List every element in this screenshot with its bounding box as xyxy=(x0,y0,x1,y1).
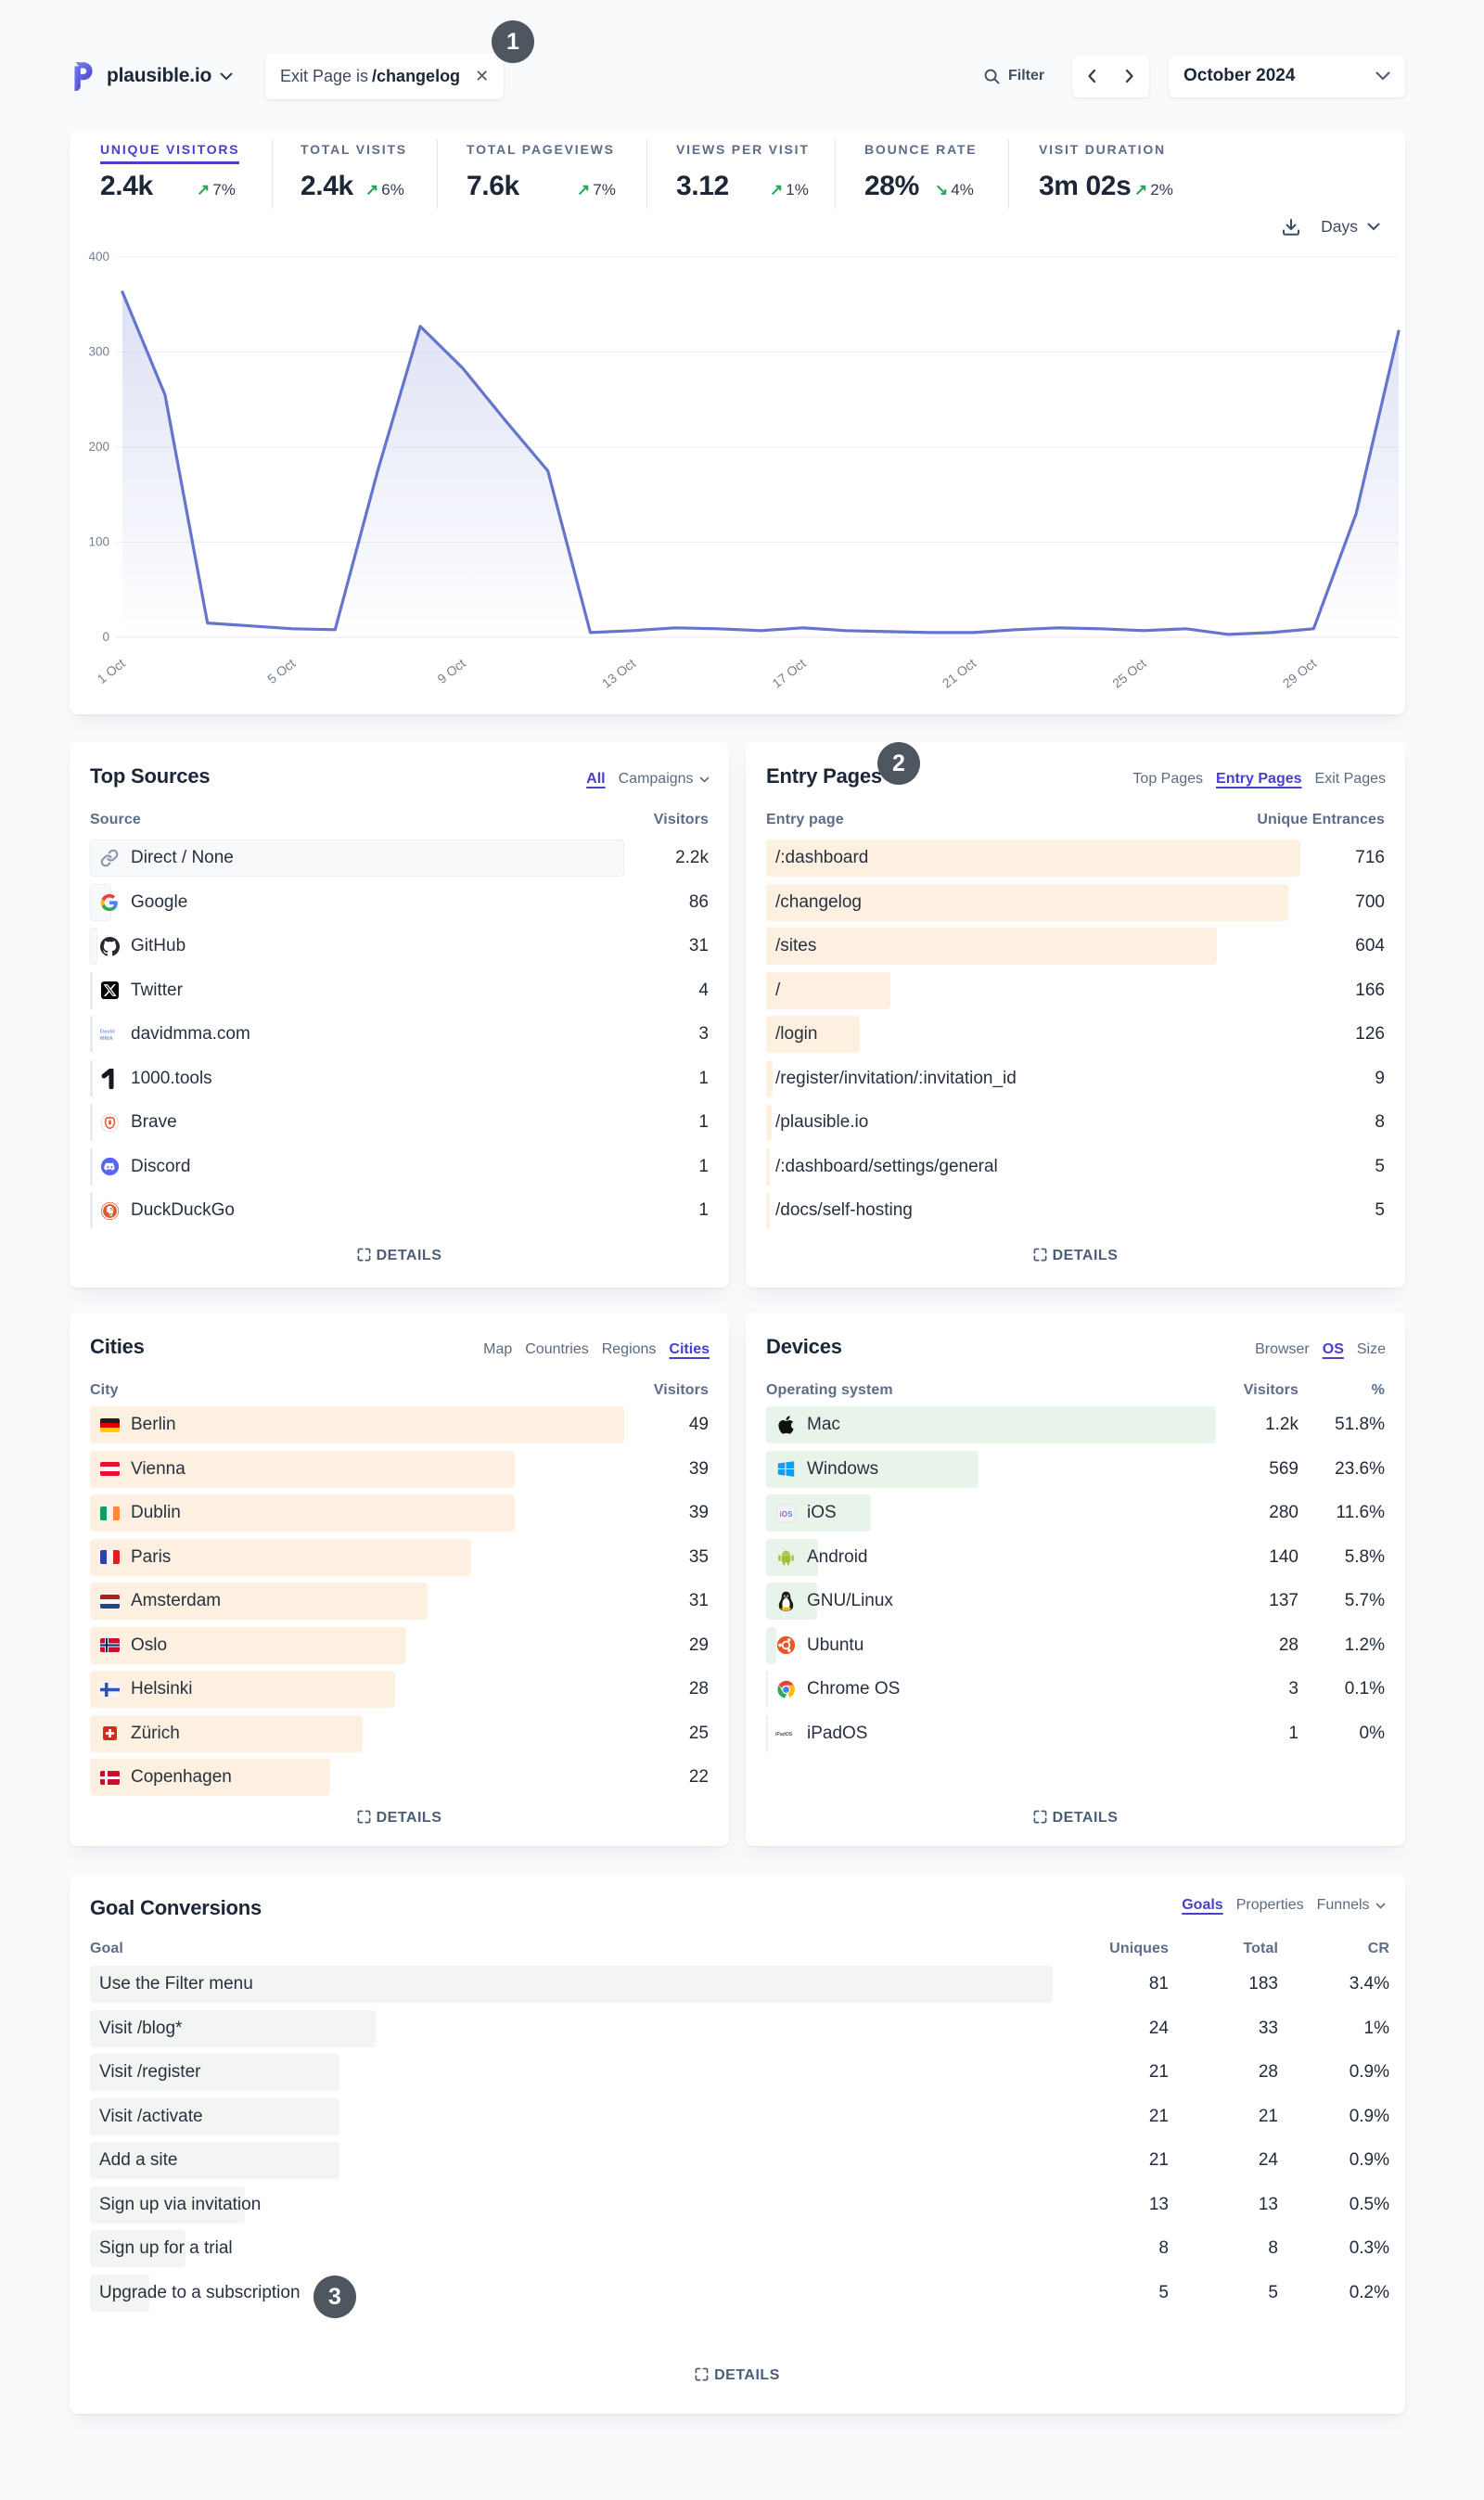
svg-text:400: 400 xyxy=(88,250,109,263)
svg-text:David: David xyxy=(100,1030,115,1035)
svg-text:21 Oct: 21 Oct xyxy=(940,656,979,691)
svg-text:13 Oct: 13 Oct xyxy=(599,656,638,691)
svg-text:5 Oct: 5 Oct xyxy=(264,656,298,686)
svg-text:200: 200 xyxy=(88,440,109,454)
svg-text:iOS: iOS xyxy=(779,1509,793,1518)
svg-text:MMA: MMA xyxy=(100,1036,114,1042)
svg-text:iPadOS: iPadOS xyxy=(775,1732,793,1737)
svg-text:25 Oct: 25 Oct xyxy=(1109,656,1148,691)
svg-text:17 Oct: 17 Oct xyxy=(769,656,808,691)
svg-text:9 Oct: 9 Oct xyxy=(435,656,468,686)
svg-text:0: 0 xyxy=(102,630,109,644)
svg-text:100: 100 xyxy=(88,535,109,549)
svg-text:1 Oct: 1 Oct xyxy=(95,656,128,686)
svg-text:300: 300 xyxy=(88,345,109,359)
svg-text:29 Oct: 29 Oct xyxy=(1280,656,1319,691)
